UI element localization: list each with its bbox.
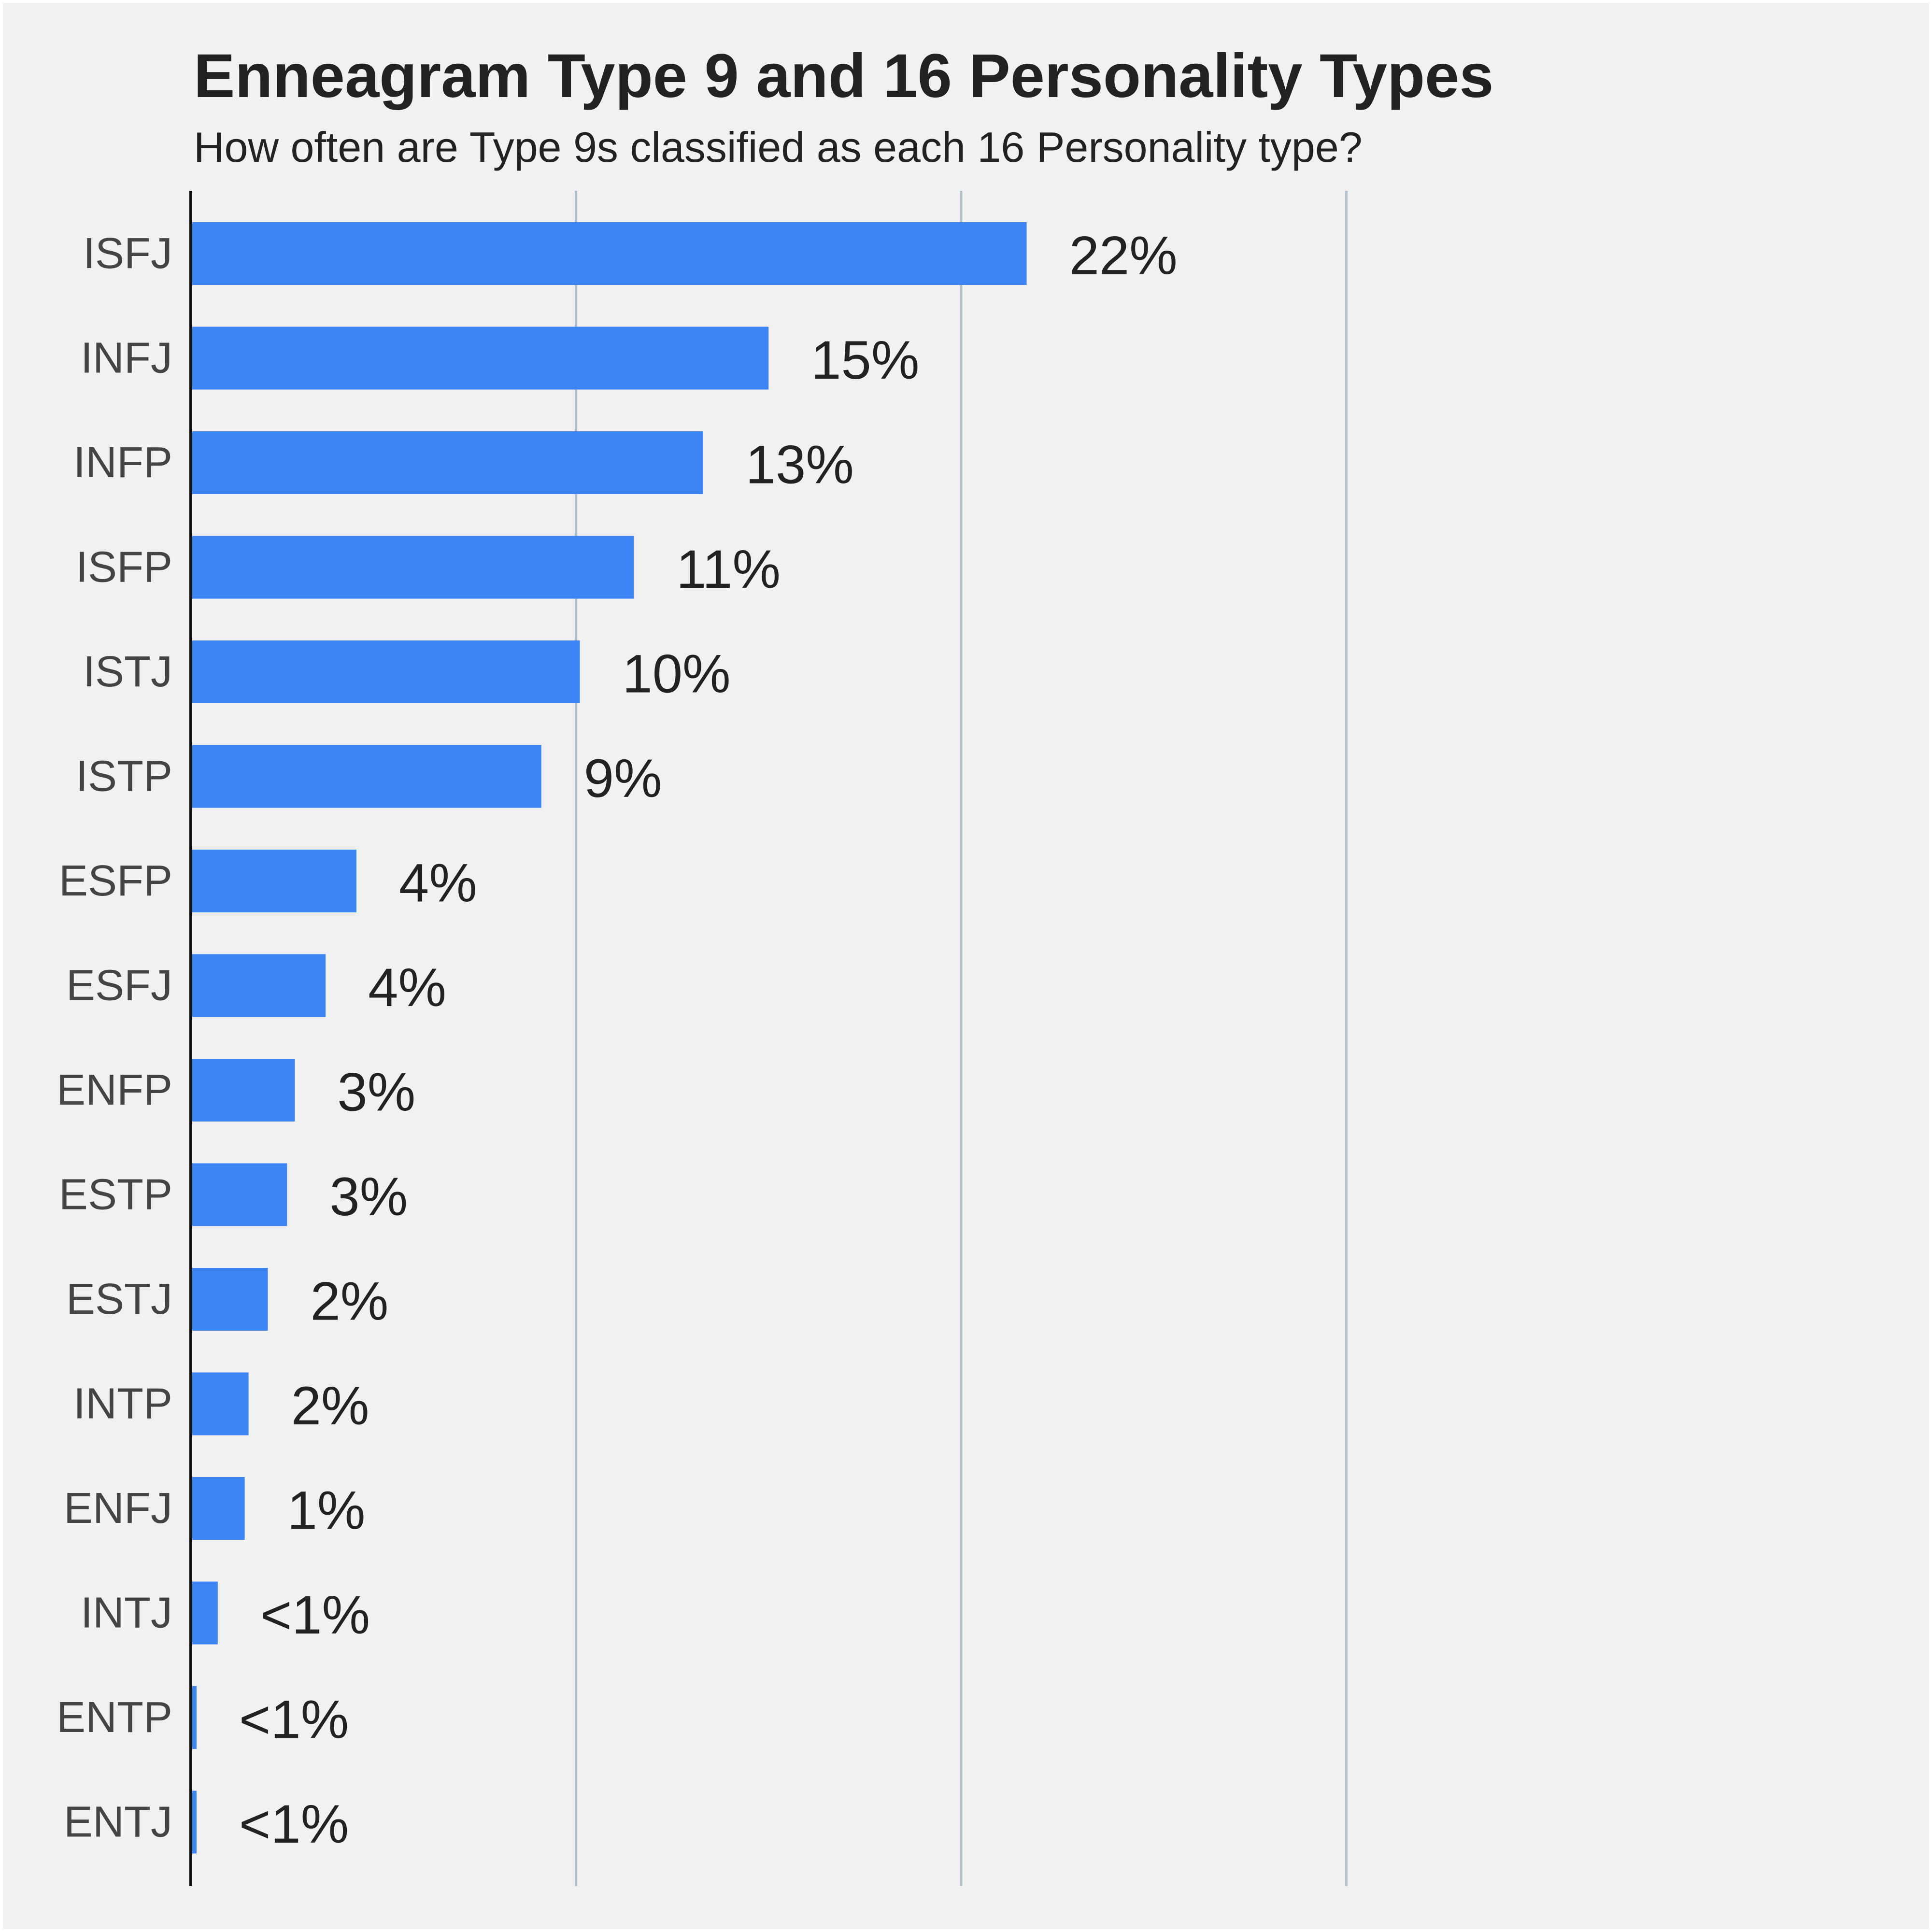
value-label-entp: <1% xyxy=(239,1690,349,1750)
bar-entj xyxy=(191,1790,197,1854)
value-label-isfj: 22% xyxy=(1069,226,1178,286)
bars xyxy=(191,222,1027,1854)
category-label-istp: ISTP xyxy=(76,753,172,801)
category-label-enfp: ENFP xyxy=(57,1066,172,1114)
chart-subtitle: How often are Type 9s classified as each… xyxy=(194,123,1363,171)
category-label-infp: INFP xyxy=(73,439,172,487)
bar-istp xyxy=(191,745,541,808)
value-label-istj: 10% xyxy=(622,644,730,704)
bar-intj xyxy=(191,1581,218,1645)
category-label-intj: INTJ xyxy=(81,1589,172,1637)
value-label-entj: <1% xyxy=(239,1794,349,1854)
bar-intp xyxy=(191,1372,249,1435)
category-label-isfj: ISFJ xyxy=(83,229,172,278)
value-label-infj: 15% xyxy=(811,330,919,390)
category-label-estj: ESTJ xyxy=(66,1275,172,1323)
category-label-entj: ENTJ xyxy=(64,1798,172,1847)
category-label-esfp: ESFP xyxy=(59,857,172,905)
category-labels: ISFJ INFJ INFP ISFP ISTJ ISTP ESFP ESFJ ENFP ESTP… xyxy=(57,229,172,1847)
category-label-isfp: ISFP xyxy=(76,543,172,592)
bar-istj xyxy=(191,640,580,703)
value-label-istp: 9% xyxy=(584,748,662,809)
bar-esfj xyxy=(191,954,326,1017)
value-label-isfp: 11% xyxy=(676,539,781,599)
category-label-enfj: ENFJ xyxy=(64,1484,172,1533)
bar-enfj xyxy=(191,1477,245,1540)
category-label-esfj: ESFJ xyxy=(66,962,172,1010)
value-label-intj: <1% xyxy=(260,1585,370,1645)
category-label-infj: INFJ xyxy=(81,334,172,383)
value-label-estj: 2% xyxy=(311,1271,389,1332)
bar-isfp xyxy=(191,536,634,599)
value-label-intp: 2% xyxy=(291,1376,369,1436)
category-label-estp: ESTP xyxy=(59,1171,172,1219)
bar-estp xyxy=(191,1163,287,1226)
bar-isfj xyxy=(191,222,1027,285)
value-label-enfj: 1% xyxy=(287,1480,366,1541)
bar-esfp xyxy=(191,850,356,912)
value-label-enfp: 3% xyxy=(337,1062,415,1122)
bar-entp xyxy=(191,1686,197,1749)
bar-infp xyxy=(191,431,703,494)
value-labels: 22% 15% 13% 11% 10% 9% 4% 4% 3% 3% 2% 2% 1% <1% <1% <1% xyxy=(239,226,1178,1855)
category-label-istj: ISTJ xyxy=(83,648,172,696)
value-label-esfp: 4% xyxy=(399,853,477,913)
value-label-estp: 3% xyxy=(329,1166,408,1227)
value-label-infp: 13% xyxy=(746,435,854,495)
bar-enfp xyxy=(191,1059,295,1122)
bar-infj xyxy=(191,327,769,390)
bar-estj xyxy=(191,1268,268,1331)
value-label-esfj: 4% xyxy=(368,957,446,1018)
category-label-intp: INTP xyxy=(73,1380,172,1428)
category-label-entp: ENTP xyxy=(57,1693,172,1742)
chart-title: Enneagram Type 9 and 16 Personality Type… xyxy=(194,42,1494,111)
